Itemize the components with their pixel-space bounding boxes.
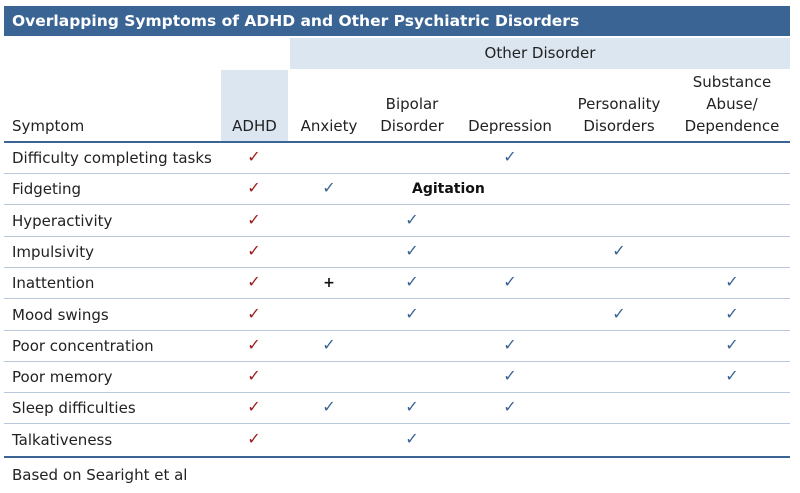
- table-title: Overlapping Symptoms of ADHD and Other P…: [4, 6, 790, 36]
- check-icon-bipolar: ✓: [405, 303, 419, 323]
- table-row: Impulsivity ✓ ✓ ✓: [4, 237, 790, 268]
- table-row: Mood swings ✓ ✓ ✓ ✓: [4, 300, 790, 331]
- table-row: Poor concentration ✓ ✓ ✓ ✓: [4, 331, 790, 362]
- check-icon-depression: ✓: [503, 147, 517, 166]
- check-icon-bipolar: ✓: [405, 272, 419, 292]
- check-icon-adhd: ✓: [247, 428, 261, 448]
- check-icon-depression: ✓: [503, 272, 517, 292]
- check-icon-adhd: ✓: [247, 240, 261, 260]
- check-icon-anxiety: ✓: [322, 397, 336, 417]
- check-icon-bipolar: ✓: [405, 428, 419, 448]
- table-row: Talkativeness ✓ ✓: [4, 425, 790, 456]
- check-icon-adhd: ✓: [247, 334, 261, 354]
- check-icon-depression: ✓: [503, 366, 517, 386]
- col-header-anxiety: Anxiety: [300, 117, 358, 135]
- check-icon-substance: ✓: [725, 366, 739, 386]
- table-row: Poor memory ✓ ✓ ✓: [4, 362, 790, 394]
- source-footnote: Based on Searight et al: [12, 466, 188, 484]
- check-icon-adhd: ✓: [247, 209, 261, 229]
- table-row: Inattention ✓ + ✓ ✓ ✓: [4, 268, 790, 300]
- symptom-label: Sleep difficulties: [12, 399, 136, 418]
- other-disorder-header: Other Disorder: [290, 38, 790, 69]
- check-icon-adhd: ✓: [247, 272, 261, 292]
- col-header-personality: Personality Disorders: [577, 95, 661, 135]
- check-icon-personality: ✓: [612, 240, 626, 260]
- symptom-label: Poor memory: [12, 368, 113, 387]
- symptom-label: Inattention: [12, 274, 95, 293]
- col-header-symptom: Symptom: [12, 117, 85, 135]
- check-icon-bipolar: ✓: [405, 240, 419, 260]
- symptom-label: Difficulty completing tasks: [12, 149, 212, 167]
- adhd-header-band: [221, 70, 288, 141]
- symptom-label: Impulsivity: [12, 242, 95, 261]
- table-bottom-rule: [4, 456, 790, 458]
- check-icon-anxiety: ✓: [322, 178, 336, 198]
- check-icon-bipolar: ✓: [405, 209, 419, 229]
- check-icon-personality: ✓: [612, 303, 626, 323]
- check-icon-anxiety: ✓: [322, 334, 336, 354]
- symptom-label: Talkativeness: [12, 430, 113, 449]
- col-header-adhd: ADHD: [232, 117, 277, 135]
- symptom-label: Mood swings: [12, 305, 109, 324]
- check-icon-substance: ✓: [725, 272, 739, 292]
- check-icon-adhd: ✓: [247, 303, 261, 323]
- col-header-bipolar: Bipolar Disorder: [380, 95, 444, 135]
- agitation-annotation: Agitation: [412, 181, 485, 198]
- check-icon-bipolar: ✓: [405, 397, 419, 417]
- check-icon-adhd: ✓: [247, 178, 261, 198]
- check-icon-adhd: ✓: [247, 366, 261, 386]
- check-icon-depression: ✓: [503, 397, 517, 417]
- table-row: Sleep difficulties ✓ ✓ ✓ ✓: [4, 393, 790, 425]
- check-icon-substance: ✓: [725, 303, 739, 323]
- col-header-substance: Substance Abuse/ Dependence: [684, 73, 780, 135]
- table-row: Fidgeting ✓ ✓ Agitation: [4, 174, 790, 206]
- check-icon-adhd: ✓: [247, 397, 261, 417]
- check-icon-adhd: ✓: [247, 147, 261, 166]
- table-row: Difficulty completing tasks ✓ ✓: [4, 143, 790, 174]
- symptom-label: Hyperactivity: [12, 211, 113, 230]
- symptom-label: Poor concentration: [12, 336, 154, 355]
- check-icon-depression: ✓: [503, 334, 517, 354]
- check-icon-substance: ✓: [725, 334, 739, 354]
- header-divider: [4, 141, 790, 143]
- plus-icon-anxiety: +: [323, 275, 335, 292]
- symptom-label: Fidgeting: [12, 180, 82, 199]
- table-row: Hyperactivity ✓ ✓: [4, 206, 790, 237]
- col-header-depression: Depression: [468, 117, 552, 135]
